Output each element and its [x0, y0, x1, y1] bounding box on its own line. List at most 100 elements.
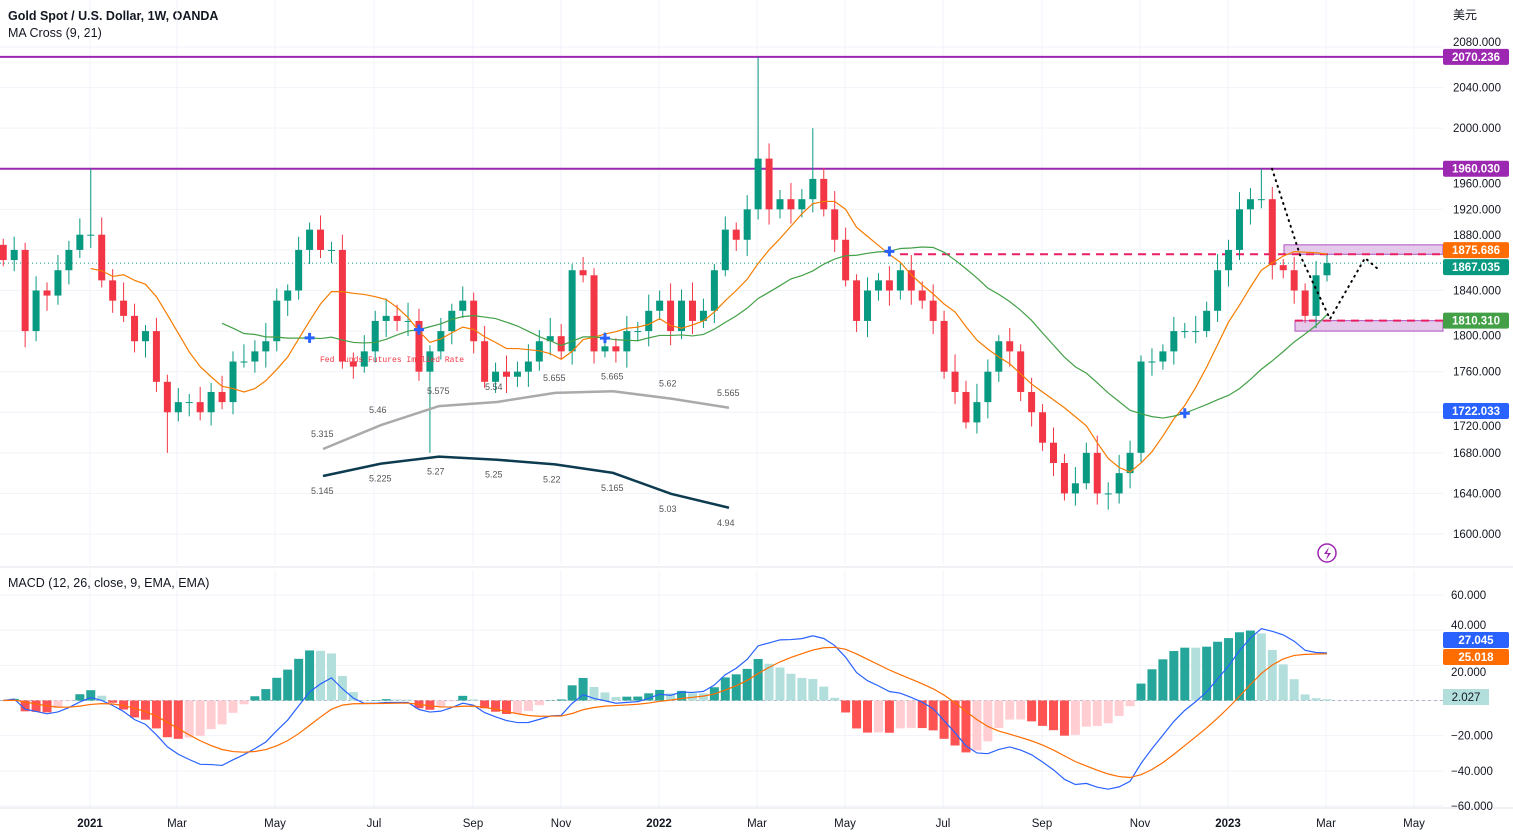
candle-body: [634, 331, 642, 333]
macd-line: [3, 628, 1328, 790]
macd-histogram-bar: [1005, 700, 1015, 720]
fed-upper-label: 5.565: [717, 388, 740, 398]
candle-body: [207, 391, 215, 413]
macd-histogram-bar: [250, 696, 260, 701]
macd-histogram-bar: [611, 697, 621, 701]
candle-body: [327, 249, 335, 251]
candle-body: [76, 234, 84, 250]
macd-histogram-bar: [1147, 669, 1157, 701]
candle-body: [853, 280, 861, 321]
candle-body: [109, 280, 117, 301]
macd-histogram-bar: [1081, 700, 1091, 727]
candle-body: [962, 391, 970, 423]
price-tag: [1443, 312, 1509, 329]
macd-histogram-bar: [64, 700, 74, 702]
candle-body: [1060, 462, 1068, 494]
candle-body: [174, 402, 182, 413]
time-axis-label: May: [1403, 818, 1425, 830]
candle-body: [907, 270, 915, 291]
macd-histogram-bar: [994, 700, 1004, 729]
fed-upper-label: 5.315: [311, 429, 334, 439]
macd-histogram-bar: [534, 700, 544, 706]
candle-body: [470, 300, 478, 342]
macd-histogram-bar: [294, 658, 304, 701]
candle-body: [809, 178, 817, 200]
indicator-label[interactable]: MA Cross (9, 21): [8, 26, 102, 40]
candle-body: [1312, 275, 1320, 316]
macd-histogram-bar: [53, 700, 63, 708]
support-zone: [1294, 320, 1444, 332]
candle-body: [306, 229, 314, 250]
price-axis-label: 1720.000: [1453, 421, 1501, 433]
candle-body: [1301, 290, 1309, 316]
price-axis-label: 2080.000: [1453, 37, 1501, 49]
candle-body: [218, 391, 226, 403]
macd-label[interactable]: MACD (12, 26, close, 9, EMA, EMA): [8, 576, 210, 590]
macd-histogram-bar: [698, 693, 708, 701]
macd-histogram-bar: [1114, 700, 1124, 716]
candle-body: [1268, 199, 1276, 266]
candle-body: [317, 229, 325, 250]
candle-body: [699, 310, 707, 321]
macd-histogram-bar: [666, 693, 676, 701]
candle-body: [721, 229, 729, 271]
price-axis-label: 1640.000: [1453, 488, 1501, 500]
macd-histogram-bar: [852, 700, 862, 729]
macd-histogram-bar: [633, 696, 643, 701]
macd-histogram-bar: [436, 700, 446, 707]
candle-body: [1159, 351, 1167, 362]
fed-lower-label: 4.94: [717, 518, 735, 528]
macd-histogram-bar: [830, 697, 840, 701]
candle-body: [1039, 412, 1047, 443]
price-tag-label: 1867.035: [1452, 262, 1501, 274]
candle-body: [864, 290, 872, 321]
price-tag: [1443, 403, 1509, 419]
macd-axis-label: 20.000: [1451, 667, 1486, 679]
candle-body: [382, 315, 390, 321]
macd-histogram-bar: [348, 692, 358, 701]
macd-histogram-bar: [1136, 683, 1146, 701]
price-tag-label: 2.027: [1452, 692, 1481, 704]
time-axis-label: 2022: [646, 818, 672, 830]
ma-cross-icon: [304, 332, 315, 343]
price-tag: [1443, 160, 1509, 177]
price-tag-label: 1875.686: [1452, 245, 1500, 257]
lightning-icon: [1317, 543, 1337, 563]
candle-body: [546, 336, 554, 342]
macd-axis-label: −60.000: [1451, 801, 1493, 813]
macd-histogram-bar: [600, 692, 610, 701]
macd-histogram-bar: [1125, 700, 1135, 707]
candle-body: [1050, 442, 1057, 463]
macd-histogram-bar: [447, 700, 457, 702]
price-axis-label: 1600.000: [1453, 529, 1501, 541]
candle-body: [896, 270, 904, 291]
candle-body: [426, 351, 434, 372]
macd-histogram-bar: [961, 700, 971, 753]
candle-body: [196, 402, 204, 413]
currency-label[interactable]: 美元: [1453, 8, 1478, 22]
macd-histogram-bar: [305, 650, 315, 701]
macd-histogram-bar: [195, 700, 205, 736]
macd-axis-label: 40.000: [1451, 620, 1486, 632]
fed-lower-label: 5.225: [369, 474, 392, 484]
price-axis-label: 1880.000: [1453, 230, 1501, 242]
candle-body: [1214, 270, 1222, 311]
candle-body: [131, 315, 139, 342]
macd-histogram-bar: [884, 700, 894, 733]
ma-slow-line: [221, 246, 1328, 419]
candle-body: [338, 249, 346, 362]
macd-histogram-bar: [873, 700, 883, 733]
candle-body: [1323, 263, 1331, 276]
time-axis-label: Mar: [747, 818, 767, 830]
fed-overlay-title: Fed Funds Futures Implied Rate: [320, 356, 464, 365]
candle-body: [295, 249, 303, 291]
candle-body: [1093, 452, 1101, 494]
ma-cross-icon: [1179, 408, 1190, 419]
macd-histogram-bar: [567, 685, 577, 701]
price-tag-label: 2070.236: [1452, 52, 1500, 64]
fed-upper-line: [322, 389, 730, 451]
candle-body: [415, 320, 423, 372]
macd-histogram-bar: [753, 659, 763, 701]
macd-histogram-bar: [1158, 659, 1168, 701]
